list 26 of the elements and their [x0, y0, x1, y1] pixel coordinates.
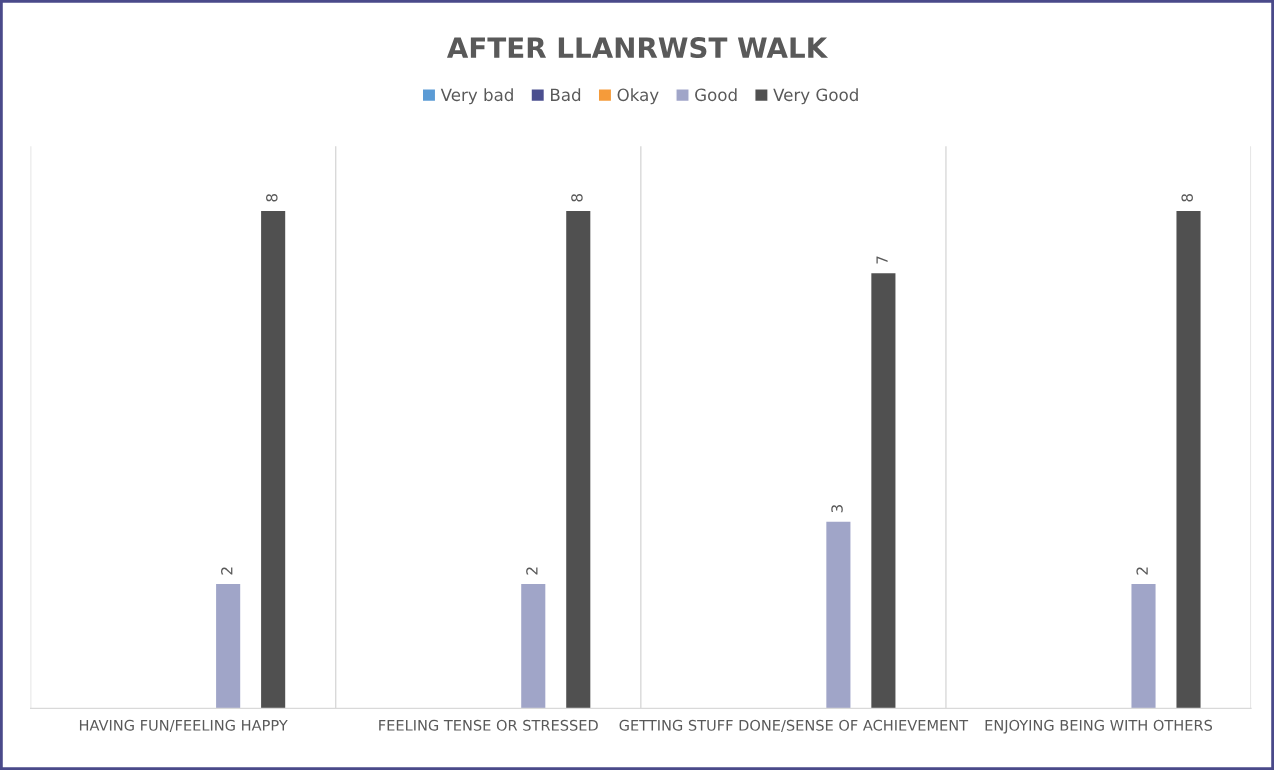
- x-tick-label: FEELING TENSE OR STRESSED: [379, 719, 598, 731]
- bar: [216, 584, 241, 709]
- data-label: 2: [1136, 567, 1148, 575]
- data-label: 8: [571, 193, 583, 202]
- bar: [871, 273, 896, 709]
- x-tick-label: GETTING STUFF DONE/SENSE OF ACHIEVEMENT: [619, 719, 969, 732]
- legend-label: Bad: [551, 88, 581, 102]
- legend-label: Good: [695, 88, 737, 102]
- bar: [566, 210, 591, 709]
- chart-title: AFTER LLANRWST WALK: [446, 37, 829, 59]
- x-tick-label: HAVING FUN/FEELING HAPPY: [79, 719, 288, 732]
- data-label: 8: [1181, 193, 1193, 202]
- data-label: 2: [221, 567, 233, 575]
- bar: [521, 584, 546, 709]
- data-label: 7: [876, 256, 888, 264]
- data-label: 8: [266, 193, 278, 202]
- legend-label: Very Good: [773, 88, 858, 105]
- x-tick-label: ENJOYING BEING WITH OTHERS: [985, 719, 1213, 734]
- legend-label: Okay: [617, 88, 659, 105]
- bar: [1176, 210, 1201, 709]
- bar: [1131, 584, 1156, 709]
- data-label: 2: [526, 567, 538, 575]
- legend-label: Very bad: [440, 88, 513, 105]
- bar: [261, 210, 286, 709]
- data-label: 3: [831, 505, 843, 513]
- bar: [826, 521, 851, 709]
